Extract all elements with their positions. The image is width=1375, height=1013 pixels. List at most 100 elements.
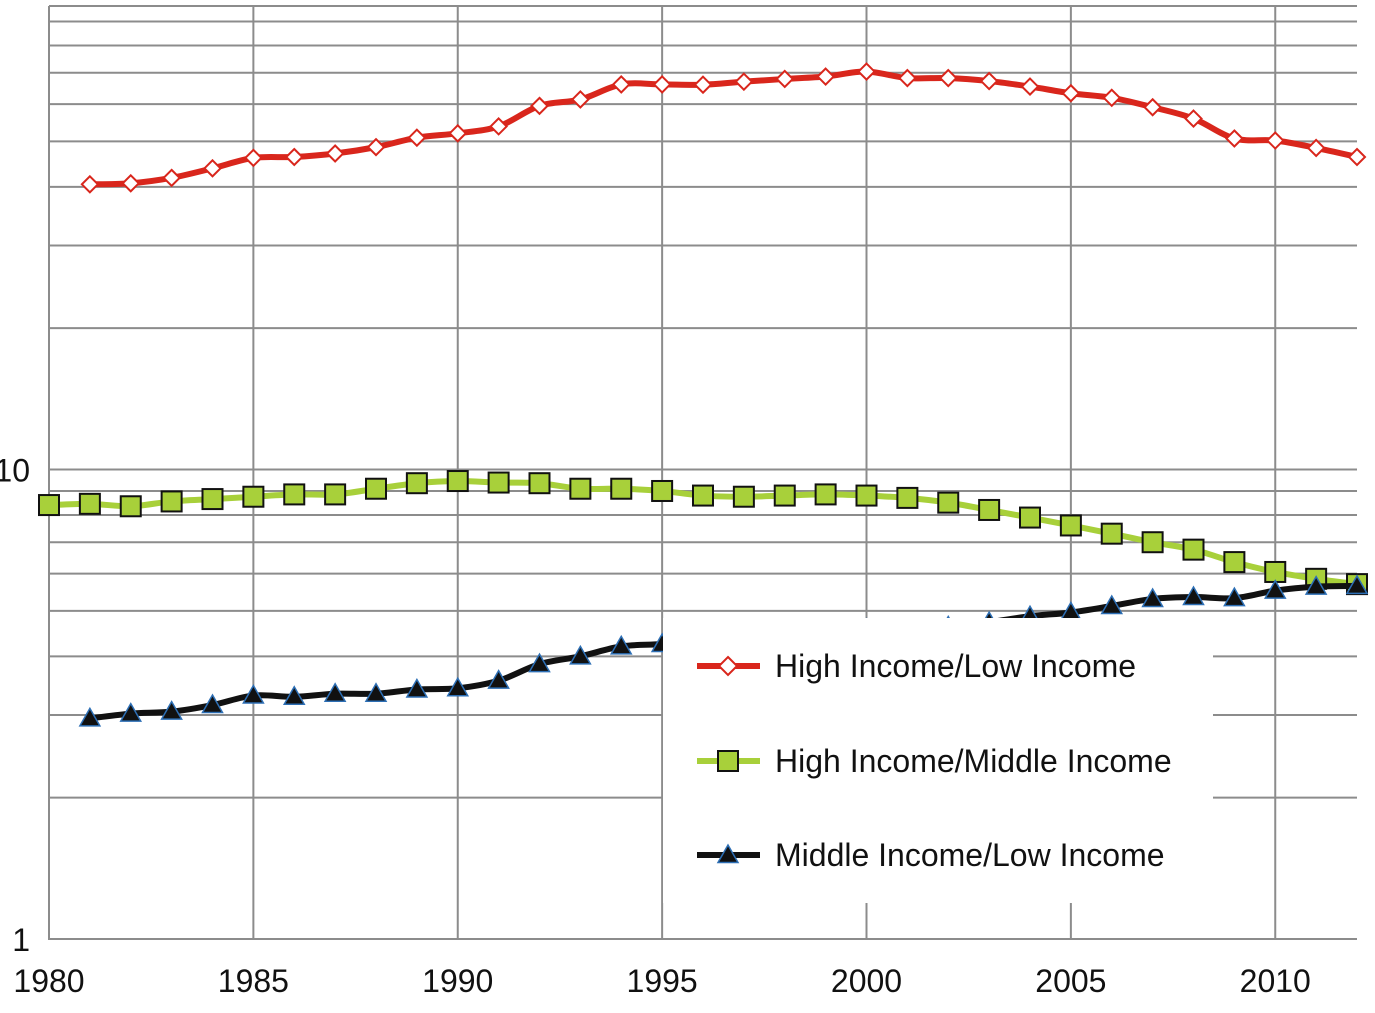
diamond-marker	[448, 123, 468, 143]
legend-label: High Income/Low Income	[775, 648, 1136, 684]
square-marker	[814, 483, 837, 506]
diamond-marker	[162, 168, 182, 188]
square-marker	[773, 484, 796, 507]
x-tick-label: 1990	[422, 963, 493, 999]
diamond-marker	[530, 96, 549, 116]
square-marker	[651, 479, 674, 502]
triangle-marker	[1304, 575, 1328, 595]
series-high-income-low-income	[80, 62, 1367, 194]
diamond-marker	[611, 75, 631, 94]
diamond-marker	[717, 655, 739, 677]
x-tick-label: 2010	[1240, 963, 1311, 999]
diamond-marker	[570, 90, 590, 109]
triangle-marker	[487, 669, 510, 689]
square-marker	[855, 484, 878, 507]
square-marker	[1059, 514, 1082, 537]
square-marker	[1019, 506, 1041, 529]
diamond-marker	[1143, 97, 1163, 117]
triangle-marker	[323, 682, 347, 702]
square-marker	[119, 495, 142, 518]
diamond-marker	[775, 69, 795, 89]
diamond-marker	[1184, 109, 1203, 129]
square-marker	[1182, 538, 1205, 561]
square-marker	[160, 490, 183, 513]
triangle-marker	[446, 676, 470, 697]
square-marker	[1100, 522, 1123, 545]
triangle-marker	[716, 843, 740, 864]
x-tick-label: 1985	[218, 963, 289, 999]
series-line	[86, 68, 1360, 188]
diamond-marker	[693, 75, 713, 95]
diamond-marker	[816, 67, 836, 86]
square-marker	[487, 471, 510, 494]
legend: High Income/Low Income High Income/Middle…	[663, 618, 1213, 903]
triangle-marker	[569, 644, 592, 665]
triangle-marker	[242, 684, 265, 704]
triangle-marker	[282, 685, 306, 706]
triangle-marker	[1223, 586, 1246, 607]
square-marker	[242, 485, 265, 508]
x-tick-label: 1995	[627, 963, 698, 999]
triangle-marker	[1263, 579, 1287, 599]
diamond-marker	[1224, 129, 1244, 148]
square-marker	[1264, 560, 1287, 583]
square-marker	[610, 477, 633, 500]
triangle-marker	[119, 702, 143, 722]
diamond-marker	[203, 158, 222, 178]
square-marker	[324, 483, 347, 506]
square-marker	[365, 477, 387, 500]
y-tick-label: 10	[0, 453, 30, 489]
diamond-marker	[80, 174, 100, 194]
triangle-marker	[1182, 585, 1205, 606]
legend-label: Middle Income/Low Income	[775, 837, 1165, 873]
diamond-marker	[243, 148, 263, 168]
diamond-marker	[1061, 83, 1081, 103]
diamond-marker	[407, 128, 427, 148]
triangle-marker	[528, 652, 551, 673]
diamond-marker	[1265, 131, 1285, 150]
triangle-marker	[1345, 574, 1369, 595]
diamond-marker	[857, 62, 876, 81]
square-marker	[283, 483, 306, 506]
triangle-marker	[78, 706, 102, 727]
square-marker	[937, 491, 960, 514]
square-marker	[201, 488, 224, 511]
diamond-marker	[284, 147, 304, 167]
diamond-marker	[938, 68, 958, 88]
legend-label: High Income/Middle Income	[775, 743, 1172, 779]
triangle-marker	[201, 693, 224, 714]
triangle-marker	[609, 634, 633, 655]
x-tick-label: 2005	[1035, 963, 1106, 999]
square-marker	[446, 470, 469, 493]
diamond-marker	[121, 173, 141, 193]
series-high-income-middle-income	[38, 470, 1368, 596]
square-marker	[38, 494, 60, 517]
diamond-marker	[366, 137, 386, 157]
square-marker	[692, 484, 714, 507]
triangle-marker	[160, 700, 183, 720]
diamond-marker	[325, 144, 345, 163]
square-marker	[78, 492, 101, 515]
tick-labels: 1980 1985 1990 1995 2000 2005 2010 10 1	[0, 453, 1311, 1000]
diamond-marker	[897, 68, 917, 88]
y-tick-label: 1	[12, 922, 30, 958]
square-marker	[717, 750, 739, 772]
diamond-marker	[979, 71, 999, 91]
x-tick-label: 2000	[831, 963, 902, 999]
square-marker	[528, 472, 551, 495]
x-tick-label: 1980	[13, 963, 84, 999]
square-marker	[1141, 531, 1164, 554]
diamond-marker	[652, 75, 672, 94]
triangle-marker	[405, 677, 429, 698]
diamond-marker	[1306, 138, 1326, 158]
triangle-marker	[1100, 594, 1124, 615]
diamond-marker	[489, 116, 509, 136]
square-marker	[978, 498, 1001, 521]
square-marker	[1223, 551, 1246, 574]
diamond-marker	[1102, 88, 1122, 108]
triangle-marker	[1141, 587, 1164, 608]
triangle-marker	[364, 682, 388, 702]
diamond-marker	[1347, 147, 1367, 167]
square-marker	[569, 477, 592, 500]
